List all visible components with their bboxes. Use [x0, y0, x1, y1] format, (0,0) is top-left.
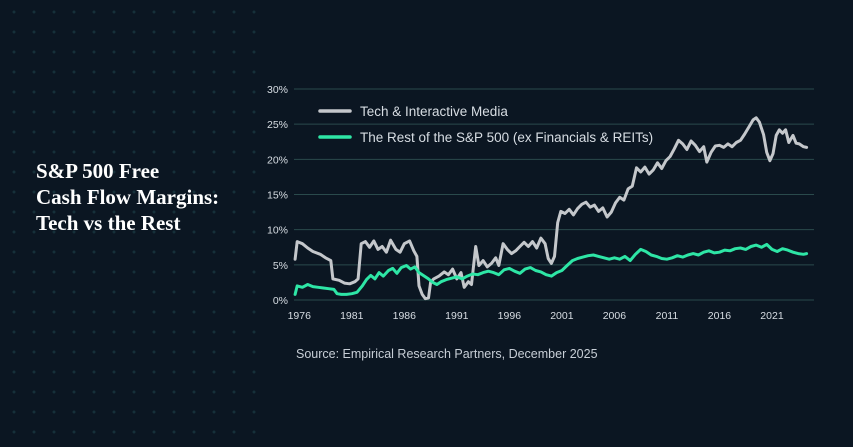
series-line-rest [293, 242, 809, 296]
source-note: Source: Empirical Research Partners, Dec… [296, 347, 598, 361]
y-tick-label: 30% [267, 84, 288, 96]
y-tick-label: 20% [267, 154, 288, 166]
y-tick-label: 5% [273, 260, 288, 272]
x-tick-label: 1996 [498, 310, 522, 322]
x-tick-label: 1981 [340, 310, 364, 322]
x-tick-label: 2021 [760, 310, 784, 322]
x-tick-label: 2006 [603, 310, 627, 322]
page-title: S&P 500 Free Cash Flow Margins: Tech vs … [36, 158, 266, 236]
y-tick-label: 10% [267, 225, 288, 237]
x-tick-label: 2011 [656, 310, 679, 322]
legend-label: Tech & Interactive Media [360, 104, 508, 119]
title-line-3: Tech vs the Rest [36, 211, 181, 235]
legend-label: The Rest of the S&P 500 (ex Financials &… [360, 130, 653, 145]
y-tick-label: 25% [267, 119, 288, 131]
x-tick-label: 2016 [708, 310, 732, 322]
title-line-1: S&P 500 Free [36, 159, 160, 183]
y-tick-label: 0% [273, 295, 288, 307]
x-tick-label: 1986 [393, 310, 417, 322]
x-tick-label: 1976 [288, 310, 312, 322]
chart-panel [258, 0, 853, 447]
title-line-2: Cash Flow Margins: [36, 185, 220, 209]
series-line-tech [293, 116, 809, 301]
x-tick-label: 2001 [550, 310, 574, 322]
x-tick-label: 1991 [445, 310, 469, 322]
y-tick-label: 15% [267, 190, 288, 202]
